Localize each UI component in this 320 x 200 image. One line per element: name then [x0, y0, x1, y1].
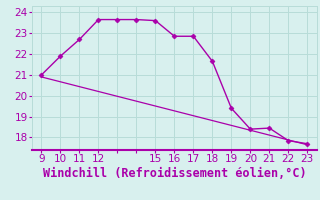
X-axis label: Windchill (Refroidissement éolien,°C): Windchill (Refroidissement éolien,°C): [43, 167, 306, 180]
